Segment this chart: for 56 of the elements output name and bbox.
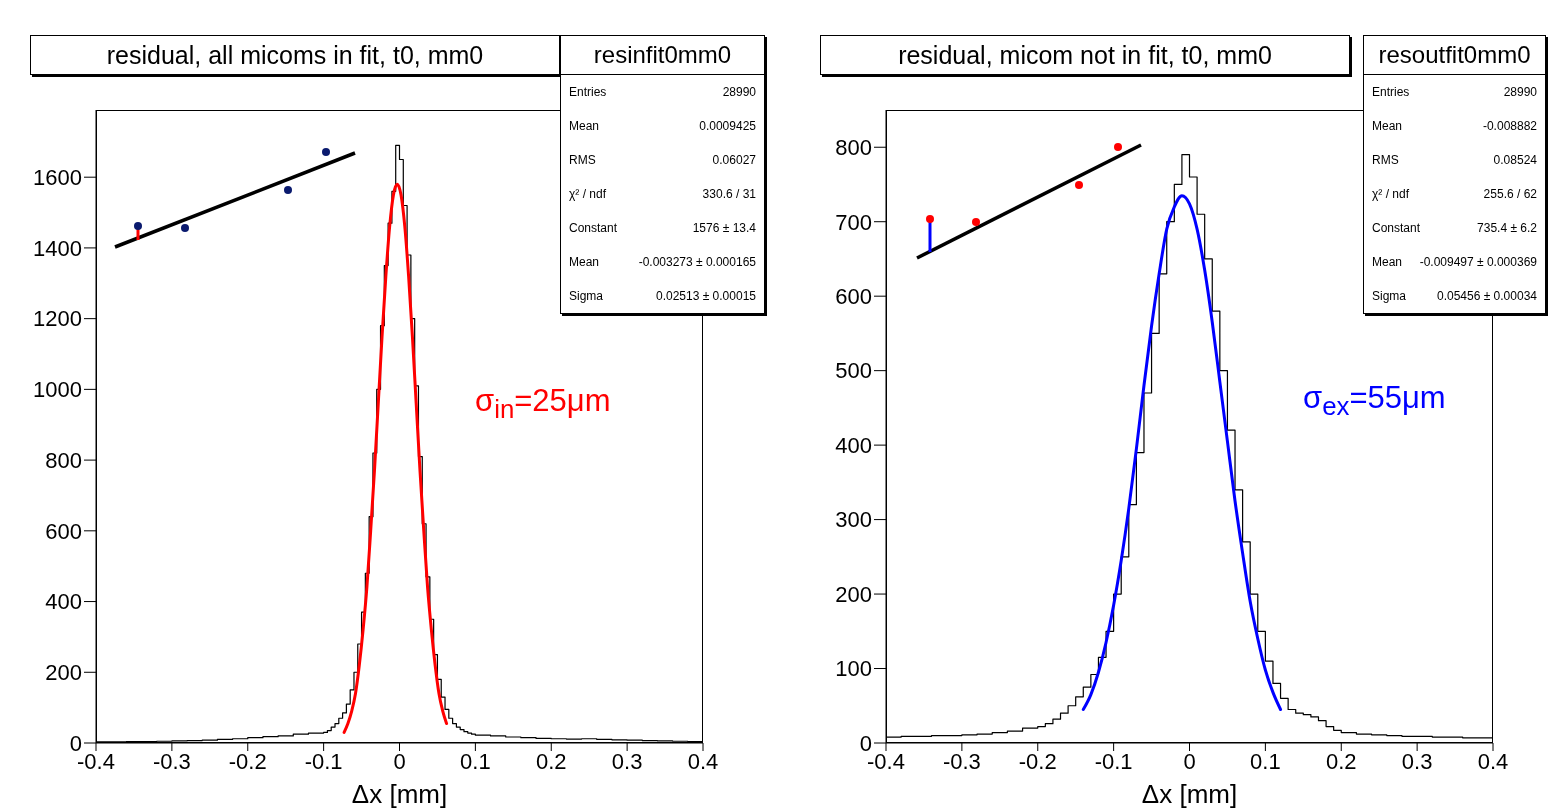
x-tick-label: 0.4 xyxy=(687,748,719,774)
y-tick-label: 800 xyxy=(835,135,872,161)
y-tick-label: 0 xyxy=(859,730,872,756)
y-tick-label: 400 xyxy=(45,589,82,615)
y-tick-label: 500 xyxy=(835,358,872,384)
text: Sigma 0.05456 ± 0.00034 xyxy=(1372,289,1537,303)
text: χ² / ndf 330.6 / 31 xyxy=(569,187,756,201)
y-tick-label: 200 xyxy=(835,581,872,607)
x-tick-label: 0.2 xyxy=(1325,748,1357,774)
chart-subtitle: resinfit0mm0 xyxy=(593,41,732,69)
x-tick-label: 0.3 xyxy=(611,748,643,774)
x-tick-label: -0.3 xyxy=(152,748,191,774)
text: Entries 28990 xyxy=(1372,85,1537,99)
y-tick-label: 100 xyxy=(835,656,872,682)
x-axis-title: Δx [mm] xyxy=(1140,779,1239,810)
y-tick-label: 1200 xyxy=(33,306,82,332)
x-axis-title: Δx [mm] xyxy=(350,779,449,810)
y-tick-label: 600 xyxy=(835,283,872,309)
text: Mean -0.008882 xyxy=(1372,119,1537,133)
x-tick-label: 0.3 xyxy=(1401,748,1433,774)
chart-title: residual, all micoms in fit, t0, mm0 xyxy=(106,40,484,70)
x-tick-label: 0 xyxy=(1183,748,1196,774)
y-tick-label: 300 xyxy=(835,507,872,533)
y-tick-label: 800 xyxy=(45,447,82,473)
text: RMS 0.06027 xyxy=(569,153,756,167)
text: Mean -0.003273 ± 0.000165 xyxy=(569,255,756,269)
y-tick-label: 1600 xyxy=(33,165,82,190)
x-tick-label: -0.3 xyxy=(942,748,981,774)
text: Mean -0.009497 ± 0.000369 xyxy=(1372,255,1537,269)
text: Entries 28990 xyxy=(569,85,756,99)
x-tick-label: 0.1 xyxy=(1250,748,1281,774)
x-tick-label: -0.1 xyxy=(1094,748,1133,774)
y-tick-label: 1000 xyxy=(33,377,82,403)
annotation: σ$_{in}$=25μm xyxy=(475,383,611,425)
y-tick-label: 400 xyxy=(835,432,872,458)
x-tick-label: 0 xyxy=(393,748,406,774)
text: Mean 0.0009425 xyxy=(569,119,756,133)
x-tick-label: -0.2 xyxy=(1018,748,1057,774)
y-tick-label: 600 xyxy=(45,518,82,544)
x-tick-label: 0.2 xyxy=(535,748,567,774)
y-tick-label: 1400 xyxy=(33,235,82,261)
annotation: σ$_{ex}$=55μm xyxy=(1303,380,1446,422)
x-tick-label: -0.2 xyxy=(228,748,267,774)
y-tick-label: 200 xyxy=(45,660,82,686)
y-tick-label: 0 xyxy=(69,730,82,756)
chart-subtitle: resoutfit0mm0 xyxy=(1378,41,1531,69)
text: Constant 1576 ± 13.4 xyxy=(569,221,756,235)
x-tick-label: 0.4 xyxy=(1477,748,1509,774)
text: RMS 0.08524 xyxy=(1372,153,1537,167)
x-tick-label: -0.1 xyxy=(304,748,343,774)
text: χ² / ndf 255.6 / 62 xyxy=(1372,187,1537,201)
text: Constant 735.4 ± 6.2 xyxy=(1372,221,1537,235)
chart-title: residual, micom not in fit, t0, mm0 xyxy=(898,40,1272,70)
y-tick-label: 700 xyxy=(835,209,872,235)
text: Sigma 0.02513 ± 0.00015 xyxy=(569,289,756,303)
x-tick-label: 0.1 xyxy=(460,748,491,774)
